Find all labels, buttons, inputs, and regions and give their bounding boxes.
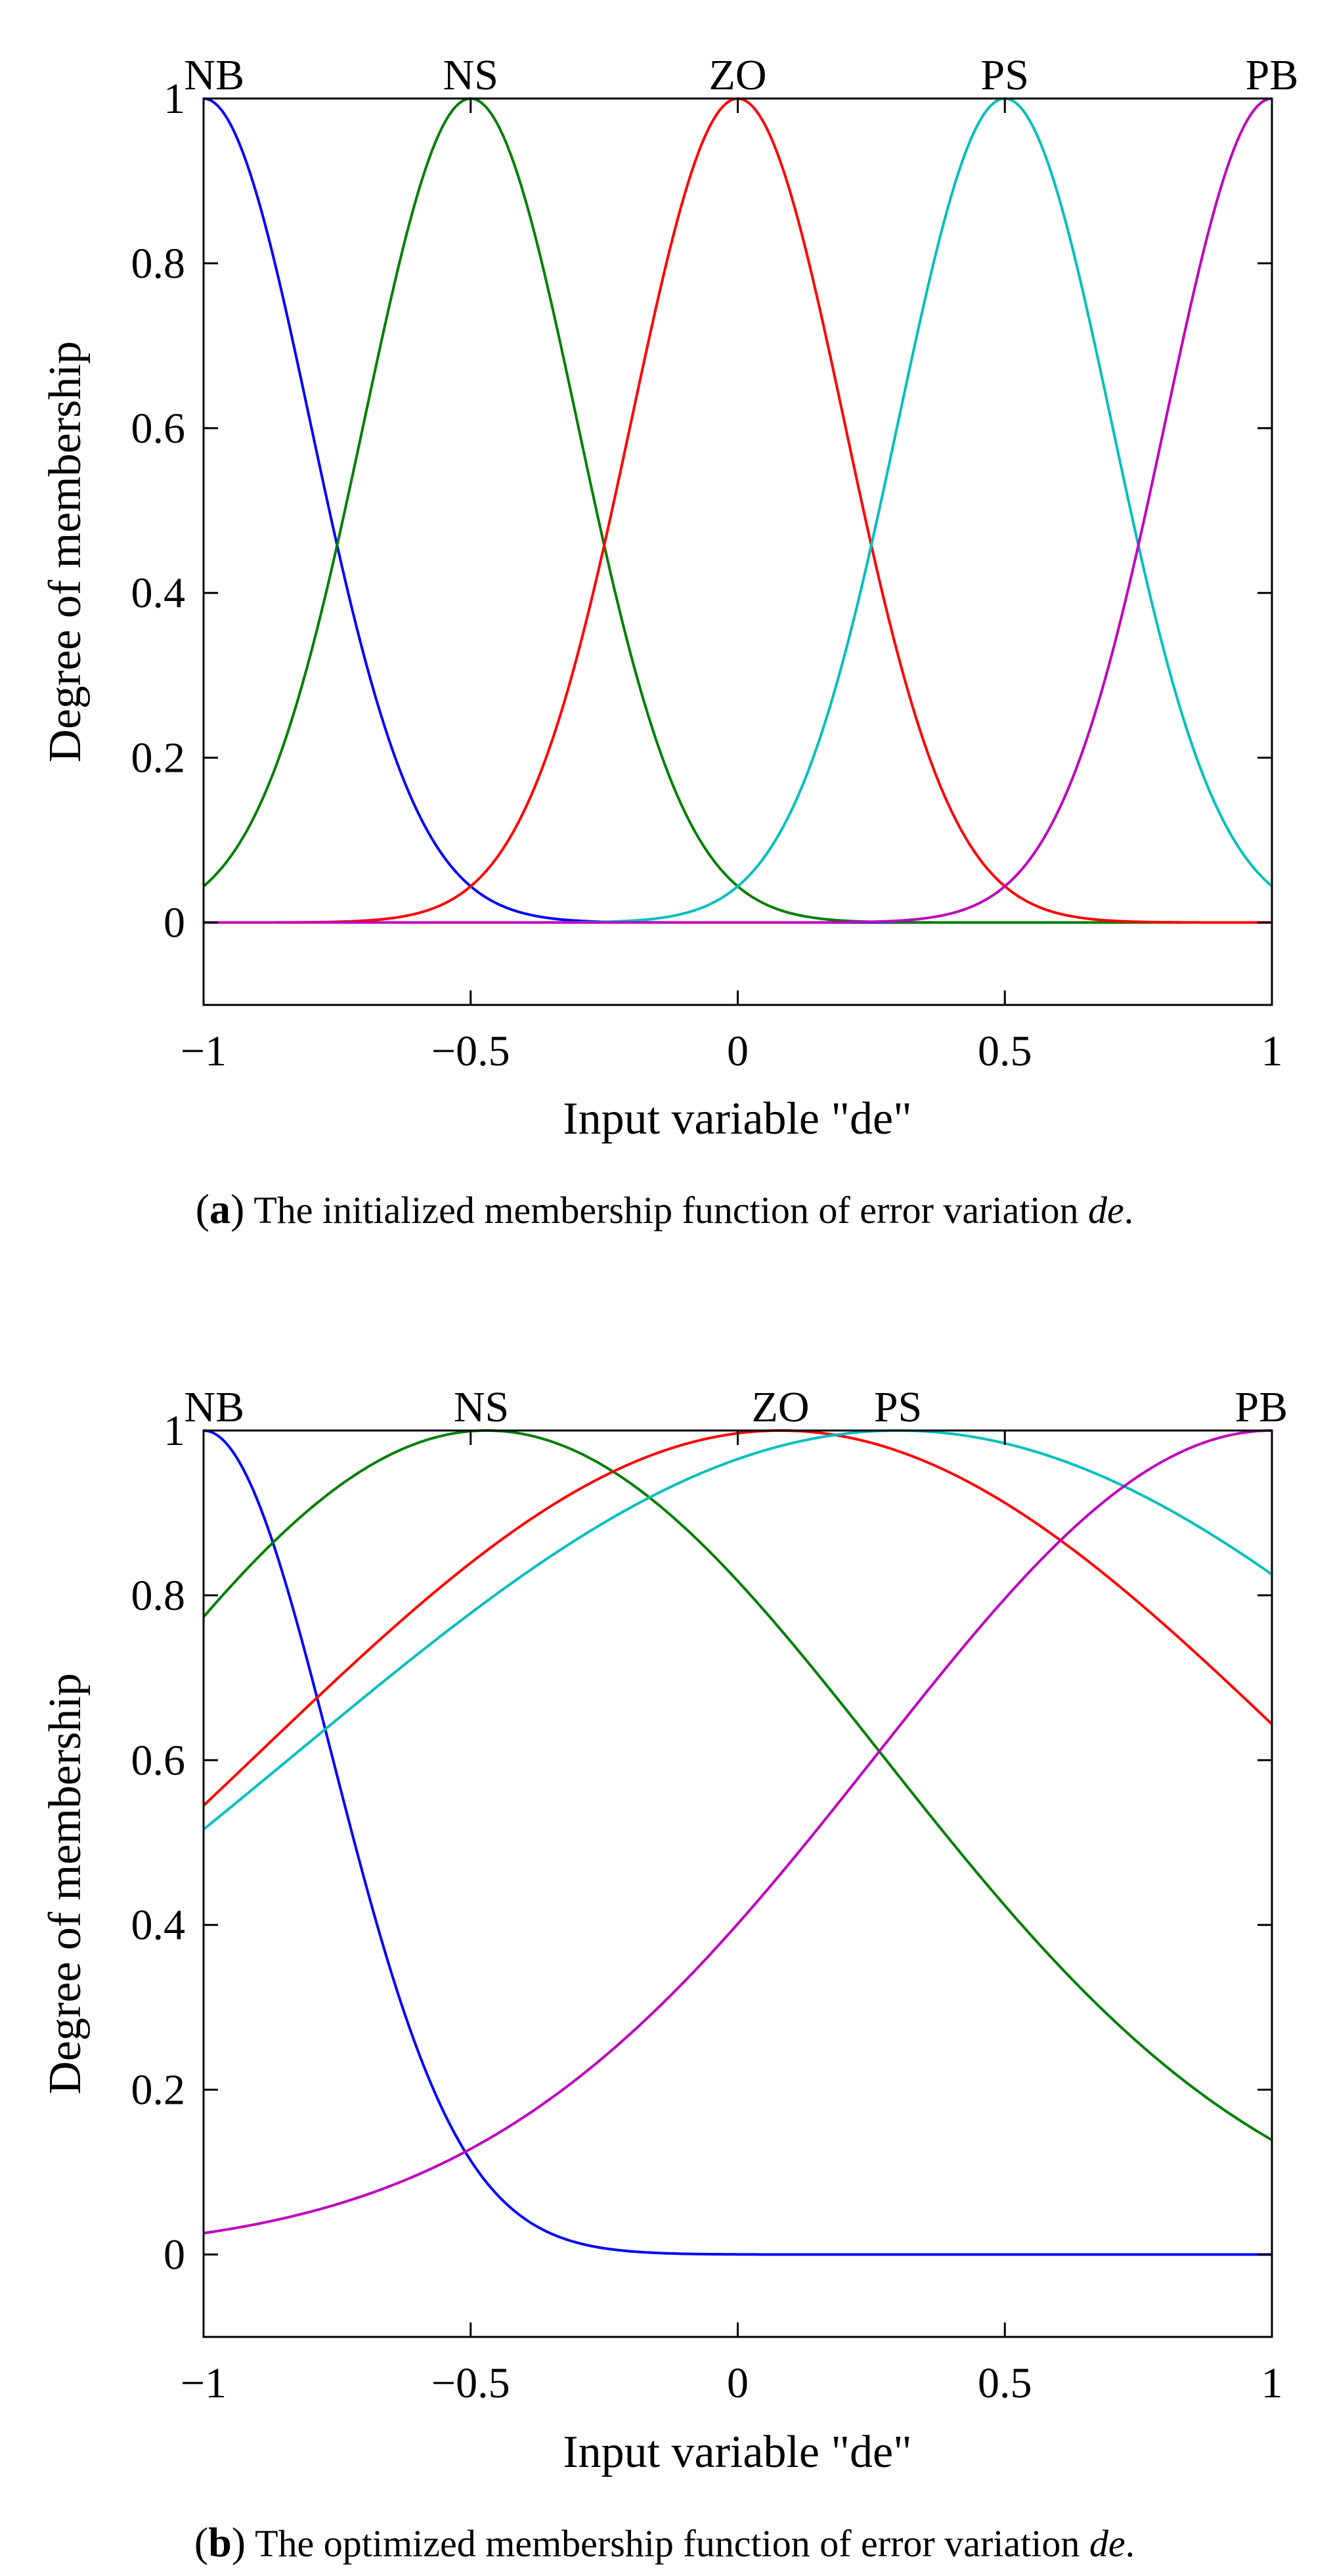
caption-text: The initialized membership function of e…	[253, 1189, 1088, 1232]
x-tick-label: 0.5	[978, 1027, 1032, 1075]
mf-label-ns: NS	[443, 51, 498, 99]
series-line-ns	[202, 1429, 1273, 2141]
y-tick-label: 0.2	[131, 2066, 186, 2114]
x-axis-label: Input variable "de"	[563, 1094, 911, 1144]
axes-frame-b	[202, 1429, 1273, 2338]
mf-label-ps: PS	[981, 51, 1029, 99]
series-line-nb	[203, 1429, 1272, 2256]
mf-label-pb: PB	[1235, 1383, 1288, 1431]
y-tick-label: 0	[164, 899, 185, 947]
series-line-zo	[202, 1429, 1273, 1807]
caption-variable: de	[1088, 1189, 1124, 1232]
mf-label-layer-b: NB NS ZO PS PB	[184, 1383, 1288, 1431]
x-tick-label: 0.5	[978, 2359, 1032, 2407]
caption-a: (a) The initialized membership function o…	[196, 1186, 1134, 1232]
y-tick-label: 0.8	[131, 1572, 186, 1620]
y-tick-label: 0.4	[131, 1901, 186, 1949]
series-line-zo	[204, 97, 1272, 924]
caption-open-paren: (	[194, 2519, 208, 2565]
tick-layer-a: −1 −0.5 0 0.5 1 0 0.2 0.4 0.6 0.8 1	[131, 75, 1283, 1075]
x-tick-label: 1	[1261, 1027, 1283, 1075]
caption-b: (b) The optimized membership function of …	[194, 2519, 1135, 2565]
y-tick-label: 0	[164, 2231, 185, 2279]
y-tick-label: 1	[164, 1407, 185, 1455]
x-tick-label: −0.5	[431, 2359, 510, 2407]
series-line-ps	[204, 97, 1273, 924]
y-axis-label: Degree of membership	[40, 341, 91, 762]
y-tick-label: 0.6	[131, 1737, 186, 1785]
series-line-pb	[204, 97, 1273, 924]
x-tick-label: 0	[727, 2359, 749, 2407]
series-layer-b	[202, 1429, 1273, 2256]
mf-label-ns: NS	[454, 1383, 509, 1431]
caption-close-paren: )	[232, 2519, 246, 2565]
mf-label-nb: NB	[184, 51, 244, 99]
y-tick-label: 0.2	[131, 734, 186, 782]
caption-variable: de	[1089, 2522, 1125, 2565]
series-line-ps	[202, 1429, 1273, 1831]
mf-label-layer-a: NB NS ZO PS PB	[184, 51, 1298, 99]
series-line-nb	[203, 97, 1272, 924]
tick-layer-b: −1 −0.5 0 0.5 1 0 0.2 0.4 0.6 0.8 1	[131, 1407, 1283, 2407]
y-tick-label: 1	[164, 75, 185, 123]
mf-label-nb: NB	[184, 1383, 244, 1431]
caption-close-paren: )	[230, 1186, 244, 1232]
y-tick-label: 0.4	[131, 569, 186, 617]
axes-frame-a	[202, 97, 1273, 1006]
x-tick-label: −1	[181, 2359, 227, 2407]
series-layer-a	[202, 97, 1273, 924]
mf-label-zo: ZO	[709, 51, 767, 99]
mf-label-zo: ZO	[752, 1383, 810, 1431]
y-tick-label: 0.8	[131, 240, 186, 288]
mf-label-pb: PB	[1246, 51, 1299, 99]
x-tick-label: −1	[181, 1027, 227, 1075]
x-axis-label: Input variable "de"	[563, 2427, 911, 2477]
panel-a: −1 −0.5 0 0.5 1 0 0.2 0.4 0.6 0.8 1 NB NS ZO PS PB Inp…	[40, 51, 1298, 1232]
x-tick-label: 0	[727, 1027, 749, 1075]
y-axis-label: Degree of membership	[40, 1673, 91, 2094]
caption-panel-letter: a	[209, 1186, 230, 1232]
x-tick-label: 1	[1261, 2359, 1283, 2407]
y-tick-label: 0.6	[131, 405, 186, 453]
series-line-pb	[203, 1429, 1273, 2234]
x-tick-label: −0.5	[431, 1027, 510, 1075]
mf-label-ps: PS	[874, 1383, 922, 1431]
plot-area-a: −1 −0.5 0 0.5 1 0 0.2 0.4 0.6 0.8 1 NB NS ZO PS PB	[131, 51, 1299, 1075]
caption-period: .	[1124, 1189, 1134, 1232]
series-line-ns	[202, 97, 1272, 924]
caption-panel-letter: b	[208, 2519, 232, 2565]
caption-text: The optimized membership function of err…	[255, 2522, 1089, 2565]
caption-open-paren: (	[196, 1186, 209, 1232]
panel-b: −1 −0.5 0 0.5 1 0 0.2 0.4 0.6 0.8 1 NB NS ZO PS PB Inp…	[40, 1383, 1288, 2565]
caption-period: .	[1125, 2522, 1135, 2565]
plot-area-b: −1 −0.5 0 0.5 1 0 0.2 0.4 0.6 0.8 1 NB NS ZO PS PB	[131, 1383, 1288, 2407]
